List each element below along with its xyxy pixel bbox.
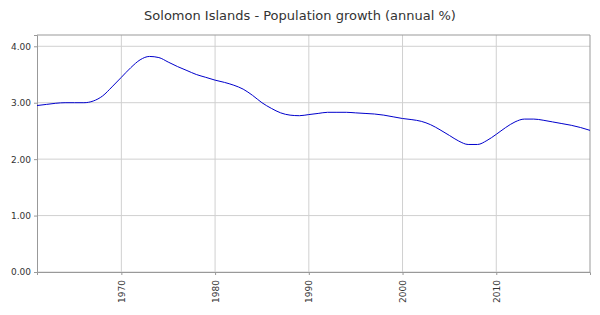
tick-mark (215, 272, 216, 275)
tick-mark (34, 46, 37, 47)
tick-label: 2010 (492, 280, 502, 303)
tick-mark (34, 159, 37, 160)
tick-label: 1980 (211, 280, 221, 303)
tick: 2010 (492, 272, 502, 303)
chart: Solomon Islands - Population growth (ann… (0, 0, 600, 315)
tick-mark (496, 272, 497, 275)
axis-line (34, 36, 38, 273)
tick-label: 3.00 (11, 98, 31, 108)
grid-line (37, 159, 590, 160)
grid-line (37, 46, 590, 47)
grid-line (37, 102, 590, 103)
series (37, 56, 590, 144)
y-axis: 0.00 1.00 2.00 3.00 4.00 (11, 36, 38, 278)
frame (590, 35, 591, 272)
title: Solomon Islands - Population growth (ann… (144, 8, 456, 23)
tick-mark (121, 272, 122, 275)
x-axis: 1970 1980 1990 2000 2010 (38, 272, 591, 303)
line (37, 56, 590, 144)
grid-line (308, 35, 309, 272)
tick: 0.00 (11, 267, 37, 277)
tick-label: 4.00 (11, 42, 31, 52)
tick-label: 2000 (398, 280, 408, 303)
grid-line (37, 215, 590, 216)
tick-mark (309, 272, 310, 275)
frame (37, 35, 590, 36)
tick: 1980 (211, 272, 221, 303)
grid (37, 35, 590, 272)
tick-mark (34, 272, 37, 273)
grid-line (402, 35, 403, 272)
tick-label: 0.00 (11, 267, 31, 277)
axis-line (38, 273, 591, 276)
tick-mark (403, 272, 404, 275)
tick: 3.00 (11, 98, 37, 108)
plot: 0.00 1.00 2.00 3.00 4.00 1970 1980 1990 2000 2010 (11, 35, 591, 303)
grid-line (215, 35, 216, 272)
tick-label: 1970 (117, 280, 127, 303)
tick: 4.00 (11, 42, 37, 52)
tick-mark (34, 103, 37, 104)
tick: 2.00 (11, 155, 37, 165)
tick: 2000 (398, 272, 408, 303)
tick: 1970 (117, 272, 127, 303)
tick: 1.00 (11, 211, 37, 221)
tick-mark (34, 216, 37, 217)
tick-label: 2.00 (11, 155, 31, 165)
grid-line (121, 35, 122, 272)
grid-line (496, 35, 497, 272)
tick-label: 1.00 (11, 211, 31, 221)
tick-label: 1990 (304, 280, 314, 303)
tick: 1990 (304, 272, 314, 303)
